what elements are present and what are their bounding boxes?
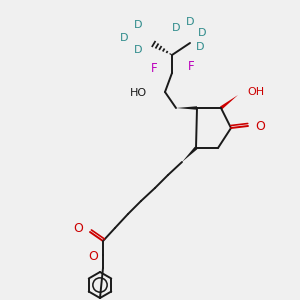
Polygon shape (182, 147, 197, 162)
Text: F: F (188, 59, 195, 73)
Text: D: D (172, 23, 180, 33)
Text: OH: OH (247, 87, 264, 97)
Polygon shape (220, 95, 238, 109)
Text: D: D (186, 17, 194, 27)
Text: O: O (255, 119, 265, 133)
Text: D: D (196, 42, 204, 52)
Text: HO: HO (130, 88, 147, 98)
Text: O: O (73, 221, 83, 235)
Text: D: D (198, 28, 206, 38)
Text: D: D (120, 33, 128, 43)
Text: O: O (88, 250, 98, 263)
Polygon shape (176, 106, 197, 110)
Text: F: F (152, 61, 158, 74)
Text: D: D (134, 45, 142, 55)
Text: D: D (134, 20, 142, 30)
